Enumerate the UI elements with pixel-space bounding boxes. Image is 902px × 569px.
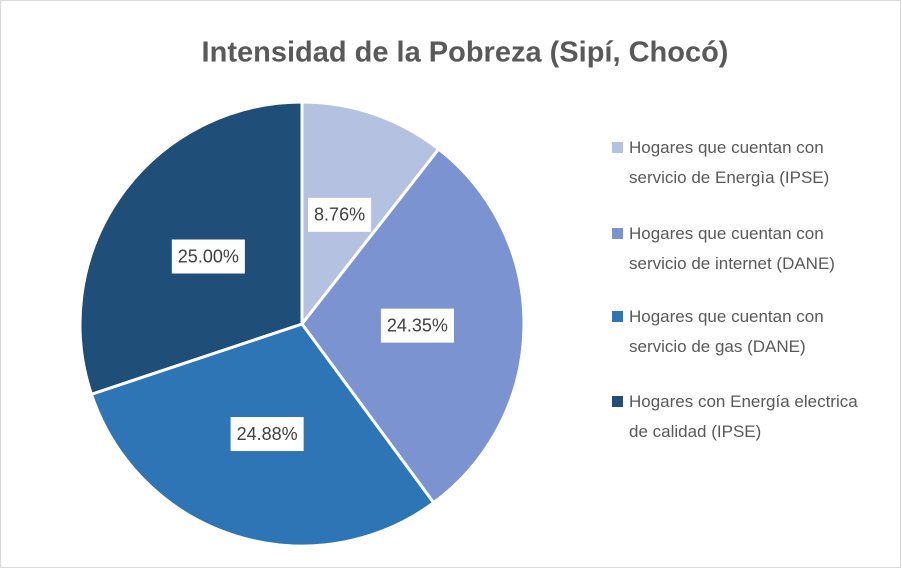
data-label: 8.76% <box>314 205 365 225</box>
legend-swatch <box>612 142 623 153</box>
legend-item: Hogares que cuentan con servicio de inte… <box>612 219 872 279</box>
legend-label: Hogares que cuentan con servicio de gas … <box>629 307 824 356</box>
legend-item: Hogares con Energía electrica de calidad… <box>612 387 872 447</box>
data-label-box <box>308 197 372 232</box>
legend-item: Hogares que cuentan con servicio de Ener… <box>612 133 872 193</box>
legend-swatch <box>612 396 623 407</box>
legend-label: Hogares que cuentan con servicio de Ener… <box>629 138 830 187</box>
data-label: 25.00% <box>178 246 239 266</box>
chart-title: Intensidad de la Pobreza (Sipí, Chocó) <box>202 37 729 69</box>
legend-swatch <box>612 228 623 239</box>
data-label-box <box>380 308 454 343</box>
legend-item: Hogares que cuentan con servicio de gas … <box>612 302 872 362</box>
legend-label: Hogares con Energía electrica de calidad… <box>629 392 858 441</box>
legend-label: Hogares que cuentan con servicio de inte… <box>629 224 835 273</box>
data-label-box <box>171 239 245 274</box>
data-label: 24.88% <box>237 424 298 444</box>
data-label: 24.35% <box>387 315 448 335</box>
data-label-box <box>230 417 304 452</box>
legend-swatch <box>612 311 623 322</box>
